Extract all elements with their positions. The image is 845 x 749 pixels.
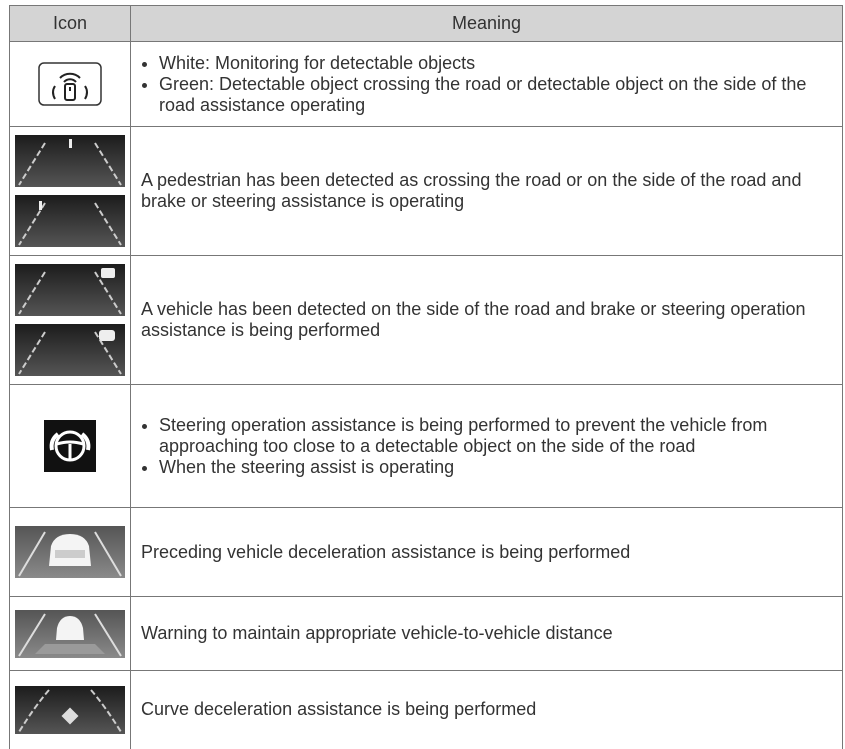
header-meaning: Meaning [130,5,843,42]
icon-vehicle [15,264,125,376]
header-icon: Icon [9,5,131,42]
meaning-cell: Warning to maintain appropriate vehicle-… [130,596,843,671]
meaning-cell: Preceding vehicle deceleration assistanc… [130,507,843,597]
meaning-cell: A pedestrian has been detected as crossi… [130,126,843,256]
icon-distance [15,609,125,658]
meaning-item: Green: Detectable object crossing the ro… [159,74,832,116]
icon-pedestrian [15,135,125,247]
icon-cell [9,596,131,671]
meaning-cell: A vehicle has been detected on the side … [130,255,843,385]
row: Warning to maintain appropriate vehicle-… [9,596,843,671]
icon-monitor [38,62,102,106]
row: A vehicle has been detected on the side … [9,255,843,385]
row: A pedestrian has been detected as crossi… [9,126,843,256]
icon-cell [9,384,131,508]
meaning-item: When the steering assist is operating [159,457,832,478]
icon-curve [15,685,125,734]
meaning-cell: Curve deceleration assistance is being p… [130,670,843,749]
icon-cell [9,507,131,597]
meaning-cell: Steering operation assistance is being p… [130,384,843,508]
icon-cell [9,670,131,749]
icon-cell [9,126,131,256]
icon-table: Icon Meaning White: Monitoring for detec… [9,5,843,749]
icon-steering [44,420,96,472]
row: Steering operation assistance is being p… [9,384,843,508]
meaning-cell: White: Monitoring for detectable objects… [130,41,843,127]
icon-cell [9,41,131,127]
row: Preceding vehicle deceleration assistanc… [9,507,843,597]
header-row: Icon Meaning [9,5,843,42]
row: Curve deceleration assistance is being p… [9,670,843,749]
icon-preceding-vehicle [15,526,125,578]
icon-cell [9,255,131,385]
meaning-item: Steering operation assistance is being p… [159,415,832,457]
meaning-item: White: Monitoring for detectable objects [159,53,832,74]
row: White: Monitoring for detectable objects… [9,41,843,127]
